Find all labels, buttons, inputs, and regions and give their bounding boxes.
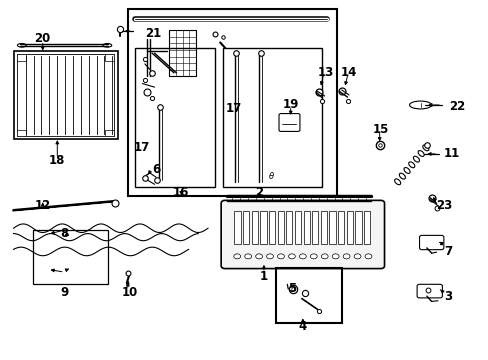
Ellipse shape bbox=[399, 173, 405, 179]
Text: 11: 11 bbox=[443, 147, 459, 160]
Circle shape bbox=[288, 254, 295, 259]
Circle shape bbox=[233, 254, 240, 259]
Text: 15: 15 bbox=[372, 123, 388, 136]
Bar bbox=[277, 211, 283, 244]
Bar bbox=[105, 54, 114, 61]
Circle shape bbox=[321, 254, 327, 259]
Ellipse shape bbox=[417, 150, 423, 157]
Text: 18: 18 bbox=[49, 154, 65, 167]
Text: 10: 10 bbox=[122, 286, 138, 299]
Bar bbox=[294, 211, 301, 244]
Bar bbox=[285, 211, 292, 244]
Bar bbox=[268, 211, 275, 244]
Bar bbox=[234, 211, 240, 244]
Text: 17: 17 bbox=[133, 141, 149, 154]
Text: 12: 12 bbox=[35, 198, 51, 212]
Bar bbox=[222, 48, 322, 187]
FancyBboxPatch shape bbox=[279, 113, 299, 131]
Text: 3: 3 bbox=[443, 289, 451, 303]
Bar bbox=[303, 211, 309, 244]
Circle shape bbox=[244, 254, 251, 259]
Bar bbox=[346, 211, 352, 244]
Circle shape bbox=[299, 254, 305, 259]
Ellipse shape bbox=[394, 179, 400, 185]
Ellipse shape bbox=[18, 44, 26, 47]
Ellipse shape bbox=[408, 162, 414, 168]
Circle shape bbox=[277, 254, 284, 259]
Bar bbox=[320, 211, 326, 244]
FancyBboxPatch shape bbox=[419, 235, 443, 249]
Bar bbox=[337, 211, 344, 244]
Ellipse shape bbox=[403, 167, 409, 174]
Bar bbox=[243, 211, 249, 244]
Bar bbox=[135, 48, 215, 187]
Text: 21: 21 bbox=[144, 27, 161, 40]
Text: 8: 8 bbox=[61, 227, 69, 240]
Bar bbox=[251, 211, 258, 244]
Ellipse shape bbox=[422, 145, 428, 151]
Text: 17: 17 bbox=[225, 102, 242, 115]
Bar bbox=[363, 211, 369, 244]
Circle shape bbox=[310, 254, 317, 259]
Text: 23: 23 bbox=[435, 198, 451, 212]
Bar bbox=[311, 211, 318, 244]
Circle shape bbox=[266, 254, 273, 259]
Bar bbox=[18, 130, 26, 136]
Text: 7: 7 bbox=[443, 245, 451, 258]
Text: 14: 14 bbox=[340, 66, 357, 79]
FancyBboxPatch shape bbox=[416, 284, 442, 298]
Bar bbox=[33, 230, 108, 284]
Ellipse shape bbox=[412, 156, 419, 162]
Text: 5: 5 bbox=[287, 283, 296, 296]
Circle shape bbox=[255, 254, 262, 259]
Ellipse shape bbox=[409, 101, 430, 109]
Text: 2: 2 bbox=[255, 186, 263, 199]
Bar bbox=[169, 30, 196, 76]
Bar bbox=[18, 54, 114, 136]
Bar bbox=[14, 51, 118, 139]
Text: 22: 22 bbox=[448, 100, 464, 113]
Text: 1: 1 bbox=[259, 270, 267, 283]
Circle shape bbox=[353, 254, 360, 259]
Text: θ: θ bbox=[268, 172, 273, 181]
Text: 16: 16 bbox=[173, 186, 189, 199]
Bar bbox=[260, 211, 266, 244]
Bar bbox=[276, 267, 341, 323]
Ellipse shape bbox=[103, 44, 112, 47]
Text: 20: 20 bbox=[35, 32, 51, 45]
Bar bbox=[105, 130, 114, 136]
Text: 19: 19 bbox=[282, 99, 298, 112]
Text: 9: 9 bbox=[61, 286, 69, 299]
Bar bbox=[329, 211, 335, 244]
Circle shape bbox=[365, 254, 371, 259]
Text: 13: 13 bbox=[317, 66, 334, 79]
Bar bbox=[355, 211, 361, 244]
Text: 6: 6 bbox=[152, 163, 160, 176]
FancyBboxPatch shape bbox=[221, 201, 384, 269]
Bar bbox=[18, 54, 26, 61]
Circle shape bbox=[331, 254, 338, 259]
Text: 4: 4 bbox=[298, 320, 306, 333]
Bar bbox=[127, 9, 336, 196]
Circle shape bbox=[343, 254, 349, 259]
